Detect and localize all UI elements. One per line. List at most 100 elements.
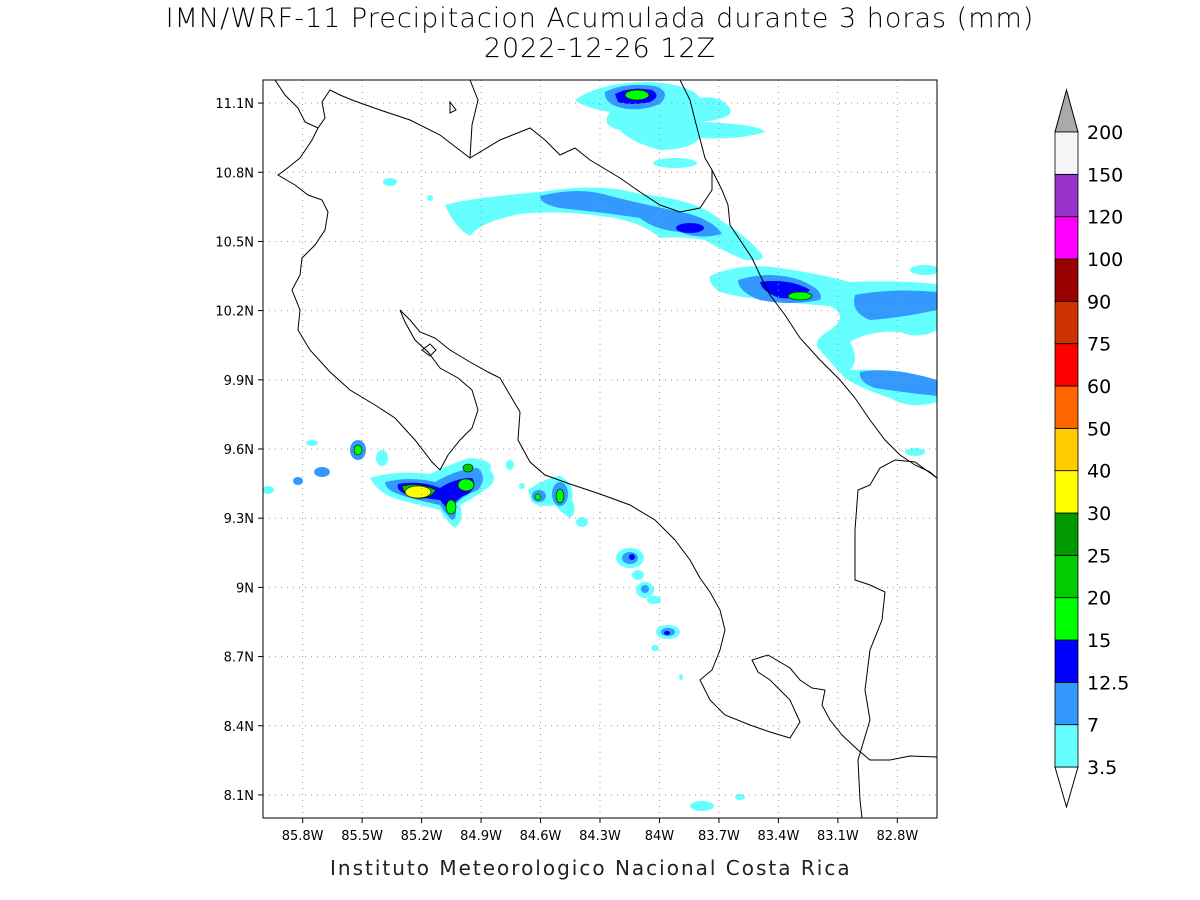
precip-area bbox=[629, 554, 635, 560]
lat-tick-label: 10.5N bbox=[215, 235, 254, 250]
legend-swatch bbox=[1054, 470, 1079, 514]
precip-area bbox=[679, 674, 683, 680]
precip-core bbox=[624, 89, 650, 101]
precip-area bbox=[690, 801, 714, 811]
precip-core bbox=[787, 291, 813, 301]
legend-label: 30 bbox=[1087, 503, 1111, 525]
legend-swatch bbox=[1054, 300, 1079, 345]
legend-swatch bbox=[1054, 131, 1079, 175]
precipitation-field bbox=[263, 82, 937, 811]
lon-tick-label: 84.9W bbox=[460, 829, 502, 844]
precip-area bbox=[314, 467, 330, 477]
precip-core bbox=[404, 485, 432, 499]
legend-label: 12.5 bbox=[1087, 672, 1129, 694]
lat-tick-label: 9.3N bbox=[224, 512, 254, 527]
precip-core bbox=[445, 499, 457, 515]
legend-label: 100 bbox=[1087, 249, 1123, 271]
precip-core bbox=[555, 488, 565, 504]
precip-core bbox=[534, 493, 542, 501]
color-legend: 3.5 7 12.5 15 20 25 30 40 50 60 75 90 100 120 150 200 bbox=[1054, 88, 1129, 809]
coastlines bbox=[274, 80, 937, 818]
footer-credit: Instituto Meteorologico Nacional Costa R… bbox=[330, 856, 852, 880]
legend-swatch bbox=[1054, 258, 1079, 302]
lat-tick-label: 9.9N bbox=[224, 374, 254, 389]
map-subtitle-date: 2022-12-26 12Z bbox=[483, 33, 717, 64]
legend-label: 120 bbox=[1087, 207, 1123, 229]
legend-label: 50 bbox=[1087, 418, 1111, 440]
lat-tick-label: 8.1N bbox=[224, 789, 254, 804]
lat-tick-label: 9N bbox=[236, 581, 254, 596]
precip-area bbox=[905, 448, 925, 456]
legend-label: 60 bbox=[1087, 376, 1111, 398]
precip-area bbox=[910, 265, 937, 275]
legend-underflow-arrow bbox=[1054, 766, 1079, 809]
lon-tick-label: 82.8W bbox=[876, 829, 918, 844]
precip-area bbox=[854, 290, 937, 320]
lon-tick-label: 85.5W bbox=[341, 829, 383, 844]
lat-tick-label: 11.1N bbox=[215, 97, 254, 112]
legend-label: 20 bbox=[1087, 588, 1111, 610]
lon-tick-label: 84W bbox=[645, 829, 675, 844]
precip-area bbox=[445, 187, 763, 261]
precip-area bbox=[263, 486, 274, 494]
grid-lines bbox=[263, 80, 937, 818]
legend-swatch bbox=[1054, 216, 1079, 260]
legend-swatch bbox=[1054, 554, 1079, 599]
latitude-axis: 11.1N 10.8N 10.5N 10.2N 9.9N 9.6N 9.3N 9N 8.7N 8.… bbox=[215, 97, 263, 804]
lat-tick-label: 8.4N bbox=[224, 720, 254, 735]
precip-area bbox=[651, 645, 659, 651]
precip-area bbox=[376, 450, 388, 466]
lon-tick-label: 83.1W bbox=[817, 829, 859, 844]
legend-swatch bbox=[1054, 427, 1079, 472]
precip-area bbox=[427, 195, 433, 201]
precip-area bbox=[859, 370, 937, 396]
legend-label: 150 bbox=[1087, 164, 1123, 186]
lat-tick-label: 10.8N bbox=[215, 166, 254, 181]
legend-swatch bbox=[1054, 343, 1079, 387]
precip-area bbox=[540, 191, 722, 237]
precip-area bbox=[653, 158, 697, 168]
precip-core bbox=[462, 463, 474, 473]
legend-label: 40 bbox=[1087, 461, 1111, 483]
legend-swatch bbox=[1054, 681, 1079, 726]
map-title: IMN/WRF-11 Precipitacion Acumulada duran… bbox=[165, 3, 1035, 34]
precip-area bbox=[506, 460, 514, 470]
precip-core bbox=[457, 478, 475, 492]
precip-area bbox=[293, 477, 303, 485]
precip-area bbox=[735, 794, 745, 800]
precip-area bbox=[575, 82, 765, 150]
precip-area bbox=[641, 585, 649, 593]
lon-tick-label: 83.4W bbox=[758, 829, 800, 844]
longitude-axis: 85.8W 85.5W 85.2W 84.9W 84.6W 84.3W 84W 83.7W 83… bbox=[282, 818, 918, 844]
precip-area bbox=[676, 223, 704, 233]
legend-label: 75 bbox=[1087, 334, 1111, 356]
precip-area bbox=[576, 517, 588, 527]
lon-tick-label: 84.6W bbox=[520, 829, 562, 844]
lon-tick-label: 83.7W bbox=[698, 829, 740, 844]
legend-label: 90 bbox=[1087, 291, 1111, 313]
precip-core bbox=[353, 444, 363, 456]
legend-swatch bbox=[1054, 385, 1079, 429]
lon-tick-label: 85.8W bbox=[282, 829, 324, 844]
lon-tick-label: 85.2W bbox=[401, 829, 443, 844]
legend-label: 15 bbox=[1087, 630, 1111, 652]
precip-area bbox=[632, 570, 644, 580]
precip-area bbox=[647, 596, 661, 604]
legend-label: 200 bbox=[1087, 122, 1123, 144]
precip-area bbox=[383, 178, 397, 186]
precip-area bbox=[306, 440, 318, 446]
legend-swatch bbox=[1054, 173, 1079, 218]
legend-swatch bbox=[1054, 512, 1079, 556]
legend-swatch bbox=[1054, 724, 1079, 768]
legend-label: 25 bbox=[1087, 545, 1111, 567]
precip-area bbox=[664, 631, 670, 635]
legend-overflow-arrow bbox=[1054, 88, 1079, 133]
legend-swatch bbox=[1054, 639, 1079, 683]
precip-area bbox=[519, 483, 525, 489]
legend-label: 3.5 bbox=[1087, 757, 1117, 779]
lat-tick-label: 9.6N bbox=[224, 443, 254, 458]
legend-swatch bbox=[1054, 597, 1079, 641]
legend-label: 7 bbox=[1087, 715, 1099, 737]
lat-tick-label: 10.2N bbox=[215, 305, 254, 320]
